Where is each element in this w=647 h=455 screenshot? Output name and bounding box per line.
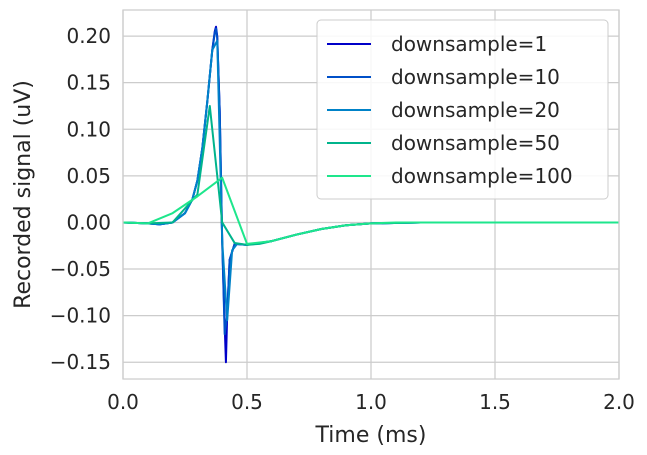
y-tick-label: 0.10 bbox=[66, 117, 111, 141]
y-tick-label: −0.15 bbox=[50, 350, 111, 374]
y-axis-label: Recorded signal (uV) bbox=[11, 80, 36, 309]
x-tick-label: 1.0 bbox=[355, 390, 387, 414]
legend-box bbox=[316, 19, 609, 200]
y-tick-labels: 0.20 0.15 0.10 0.05 0.00 −0.05 −0.10 −0.15 bbox=[50, 24, 111, 374]
x-tick-label: 2.0 bbox=[603, 390, 635, 414]
y-tick-label: 0.05 bbox=[66, 164, 111, 188]
x-tick-label: 1.5 bbox=[479, 390, 511, 414]
y-tick-label: 0.20 bbox=[66, 24, 111, 48]
y-tick-label: −0.10 bbox=[50, 304, 111, 328]
y-tick-label: 0.00 bbox=[66, 210, 111, 234]
x-tick-labels: 0.0 0.5 1.0 1.5 2.0 bbox=[107, 390, 635, 414]
legend-label: downsample=10 bbox=[391, 65, 560, 89]
legend-label: downsample=50 bbox=[391, 131, 560, 155]
x-tick-label: 0.5 bbox=[231, 390, 263, 414]
series-line bbox=[122, 176, 619, 245]
legend-label: downsample=100 bbox=[391, 164, 573, 188]
y-tick-label: −0.05 bbox=[50, 257, 111, 281]
plot-frame bbox=[122, 9, 620, 380]
legend-label: downsample=20 bbox=[391, 98, 560, 122]
legend-label: downsample=1 bbox=[391, 32, 547, 56]
x-axis-label: Time (ms) bbox=[315, 423, 427, 448]
x-tick-label: 0.0 bbox=[107, 390, 139, 414]
series-lines bbox=[122, 25, 619, 364]
legend: downsample=1 downsample=10 downsample=20 do… bbox=[316, 19, 609, 200]
y-tick-label: 0.15 bbox=[66, 71, 111, 95]
